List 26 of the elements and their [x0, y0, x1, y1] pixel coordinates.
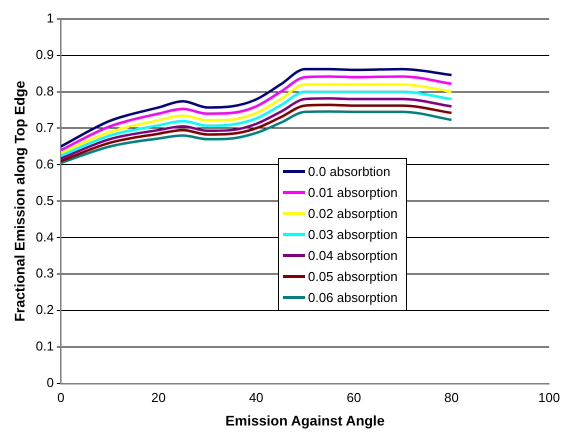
legend-label: 0.01 absorption	[308, 185, 398, 200]
x-tick-label: 40	[248, 390, 264, 405]
y-tick-label: 0.1	[36, 338, 54, 354]
y-tick-label: 0.4	[36, 229, 54, 244]
legend-label: 0.04 absorption	[308, 248, 398, 263]
y-tick-label: 0.3	[36, 266, 54, 281]
y-tick-label: 0.2	[36, 302, 54, 318]
y-tick-label: 0.9	[36, 46, 54, 62]
y-tick-label: 0	[46, 375, 54, 390]
x-tick-label: 80	[444, 390, 459, 405]
y-axis-title: Fractional Emission along Top Edge	[11, 80, 28, 322]
y-tick-label: 1	[46, 10, 54, 26]
x-tick-label: 20	[151, 390, 166, 405]
y-tick-label: 0.7	[36, 120, 54, 135]
x-axis-title: Emission Against Angle	[225, 412, 385, 428]
legend-label: 0.0 absorbtion	[308, 164, 390, 179]
y-tick-label: 0.5	[36, 192, 54, 208]
x-tick-label: 100	[538, 390, 560, 405]
legend-label: 0.02 absorption	[308, 206, 398, 221]
y-tick-label: 0.8	[36, 83, 54, 98]
x-tick-label: 60	[346, 390, 362, 405]
legend-label: 0.05 absorption	[308, 269, 398, 284]
y-tick-label: 0.6	[36, 156, 54, 172]
legend-label: 0.03 absorption	[308, 227, 398, 242]
legend-label: 0.06 absorption	[308, 290, 398, 305]
x-tick-label: 0	[57, 390, 64, 405]
